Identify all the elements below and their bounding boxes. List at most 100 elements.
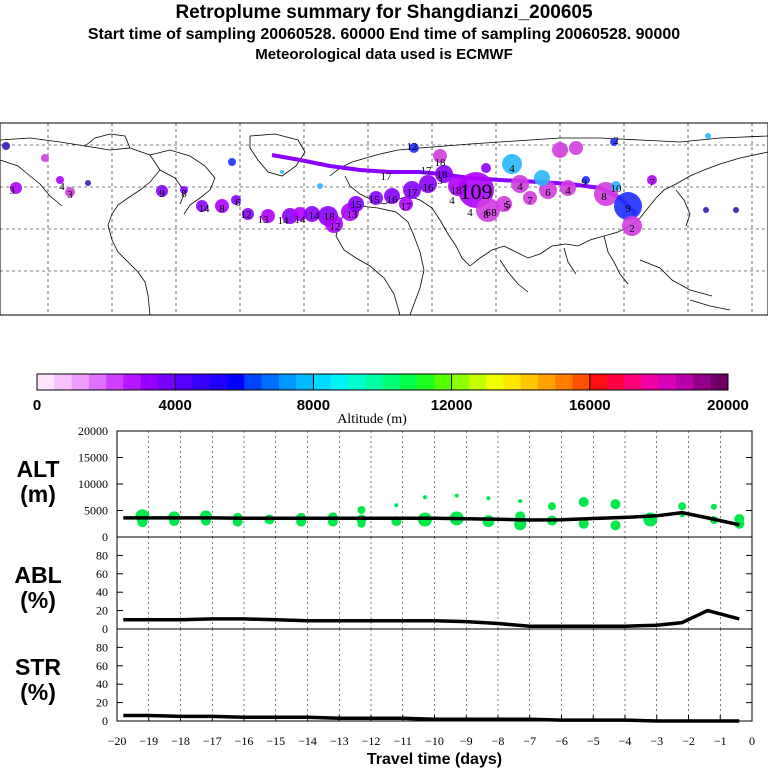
cluster-marker <box>614 192 642 220</box>
cluster-label: 13 <box>347 209 359 221</box>
colorbar-frame <box>36 373 729 391</box>
cluster-marker <box>196 200 208 212</box>
met-data-note: Meteorological data used is ECMWF <box>255 46 513 63</box>
colorbar-cell <box>572 374 591 390</box>
colorbar-cell <box>676 374 694 390</box>
cluster-label: 18 <box>451 185 463 197</box>
altitude-cluster-point <box>486 496 491 501</box>
colorbar-cell <box>244 374 263 390</box>
cluster-marker <box>293 207 307 221</box>
x-tick-label: −15 <box>266 734 285 748</box>
cluster-label: 13 <box>258 214 270 226</box>
cluster-marker <box>611 181 621 191</box>
y-tick-label: 40 <box>96 585 108 599</box>
colorbar-cell <box>192 374 211 390</box>
y-tick-label: 80 <box>96 548 108 562</box>
map-grid <box>0 123 768 315</box>
y-tick-label: 40 <box>96 677 108 691</box>
cluster-label: 5 <box>505 199 511 211</box>
x-tick-label: 0 <box>749 734 755 748</box>
altitude-cluster-point <box>610 520 621 531</box>
colorbar-cell <box>537 374 556 390</box>
altitude-cluster-point <box>422 495 427 500</box>
colorbar-cell <box>261 374 280 390</box>
cluster-label: 14 <box>295 214 307 226</box>
cluster-label: 8 <box>491 207 497 219</box>
cluster-label: 7 <box>527 195 533 207</box>
cluster-label: 17 <box>407 187 419 199</box>
cluster-label: 15 <box>369 194 381 206</box>
colorbar-cell <box>175 374 193 390</box>
cluster-marker <box>215 199 229 213</box>
cluster-marker <box>435 165 453 183</box>
cluster-label: 14 <box>199 203 211 215</box>
cluster-marker <box>85 180 91 186</box>
cluster-label: 4 <box>449 195 455 207</box>
x-tick-label: −6 <box>555 734 568 748</box>
trajectory-path <box>271 153 638 216</box>
cluster-marker <box>65 187 75 197</box>
cluster-label: 2 <box>629 223 635 235</box>
x-tick-label: −11 <box>394 734 412 748</box>
cluster-label: 18 <box>435 157 447 169</box>
x-tick-label: −19 <box>139 734 158 748</box>
cluster-marker <box>502 154 522 174</box>
cluster-label: 5 <box>503 201 509 213</box>
cluster-marker <box>10 182 22 194</box>
cluster-label: 7 <box>649 177 655 189</box>
cluster-label: 12 <box>407 141 418 153</box>
x-tick-label: −8 <box>492 734 505 748</box>
cluster-marker <box>733 207 739 213</box>
altitude-cluster-point <box>137 517 148 528</box>
cluster-label: 6 <box>545 187 551 199</box>
x-tick-label: −5 <box>587 734 600 748</box>
cluster-marker <box>384 188 400 204</box>
colorbar-cell <box>157 374 176 390</box>
altitude-cluster-point <box>578 518 589 529</box>
cluster-marker <box>409 143 419 153</box>
colorbar-tick-label: 4000 <box>159 397 192 414</box>
cluster-marker <box>705 133 711 139</box>
cluster-marker <box>419 175 437 193</box>
altitude-colorbar: 0 4000 8000 12000 16000 20000 Altitude (m) <box>33 373 749 427</box>
x-tick-label: −2 <box>682 734 695 748</box>
y-tick-label: 60 <box>96 567 108 581</box>
colorbar-cell <box>54 374 73 390</box>
cluster-marker <box>399 197 413 211</box>
x-tick-label: −20 <box>108 734 127 748</box>
cluster-label: 6 <box>235 197 241 209</box>
cluster-label: 9 <box>625 203 631 215</box>
y-tick-label: 0 <box>102 622 108 636</box>
cluster-marker <box>534 170 550 186</box>
altitude-cluster-point <box>394 503 399 508</box>
colorbar-ticks: 0 4000 8000 12000 16000 20000 <box>33 374 749 414</box>
cluster-label: 6 <box>485 207 491 219</box>
cluster-marker <box>552 142 568 158</box>
cluster-label: 16 <box>387 194 399 206</box>
chart-title: Retroplume summary for Shangdianzi_20060… <box>175 2 593 23</box>
altitude-cluster-point <box>482 515 495 528</box>
colorbar-cell <box>209 374 228 390</box>
series-line <box>123 608 740 628</box>
colorbar-cell <box>555 374 574 390</box>
x-axis-label: Travel time (days) <box>367 751 502 768</box>
cluster-marker <box>511 175 529 193</box>
cluster-label: 9 <box>159 188 165 200</box>
cluster-marker <box>156 185 168 197</box>
cluster-label: 18 <box>324 211 336 223</box>
colorbar-cells <box>37 374 729 390</box>
panel-abl: 0 20 40 60 80 ABL(%) <box>14 536 753 636</box>
cluster-label: 4 <box>509 163 515 175</box>
cluster-marker <box>610 138 618 146</box>
colorbar-cell <box>693 374 712 390</box>
cluster-marker <box>231 195 241 205</box>
cluster-label: 8 <box>483 209 489 221</box>
cluster-label: 3 <box>9 185 15 197</box>
cluster-marker <box>433 149 447 163</box>
cluster-label: 4 <box>517 181 523 193</box>
colorbar-cell <box>382 374 401 390</box>
cluster-label: 12 <box>330 221 341 233</box>
cluster-marker <box>280 170 284 174</box>
